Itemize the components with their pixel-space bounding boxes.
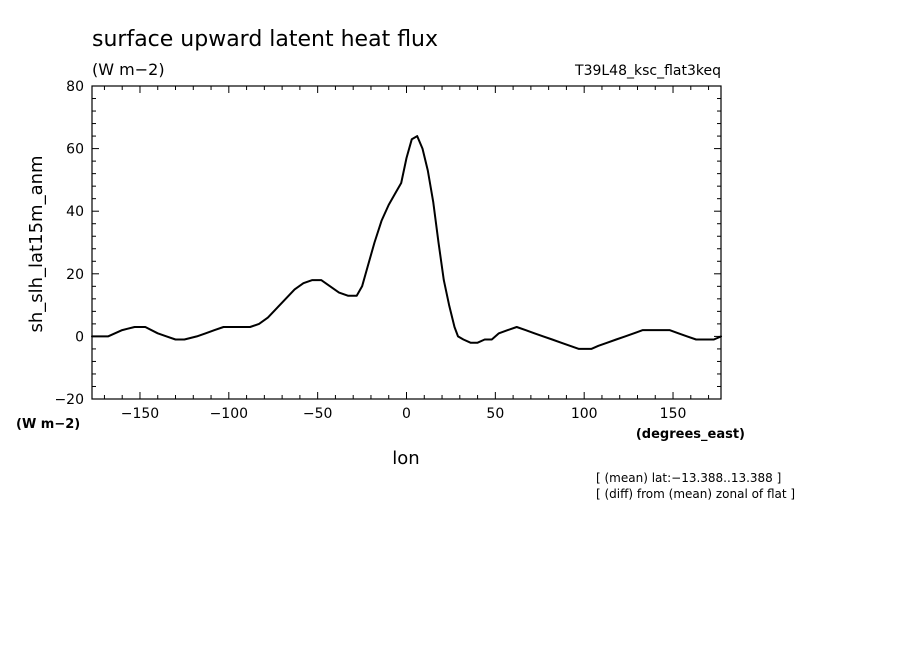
series-line [91,135,722,350]
plot-frame [91,85,722,400]
y-tick-label: 40 [66,204,84,220]
x-tick-label: 0 [402,406,411,422]
y-tick-label: 0 [75,329,84,345]
x-axis-label: lon [392,448,419,469]
chart-title: surface upward latent heat flux [92,27,438,52]
x-tick-label: −150 [121,406,159,422]
y-axis-units: (W m−2) [16,417,80,432]
x-tick-label: −100 [210,406,248,422]
title-units: (W m−2) [92,60,165,79]
axis-ticks [92,85,721,400]
x-tick-labels: −150 −100 −50 0 50 100 150 [121,406,687,422]
y-tick-label: 60 [66,142,84,158]
note-mean-lat: [ (mean) lat:−13.388..13.388 ] [596,471,781,485]
y-axis-label: sh_slh_lat15m_anm [26,155,47,332]
x-tick-label: 150 [660,406,687,422]
x-axis-units: (degrees_east) [636,427,745,442]
y-tick-label: 80 [66,79,84,95]
x-tick-label: 100 [571,406,598,422]
note-diff-from-mean: [ (diff) from (mean) zonal of flat ] [596,487,795,501]
y-tick-label: 20 [66,267,84,283]
y-tick-labels: −20 0 20 40 60 80 [54,79,84,408]
experiment-label: T39L48_ksc_flat3keq [574,63,721,79]
x-tick-label: 50 [486,406,504,422]
x-tick-label: −50 [303,406,333,422]
y-tick-label: −20 [54,392,84,408]
